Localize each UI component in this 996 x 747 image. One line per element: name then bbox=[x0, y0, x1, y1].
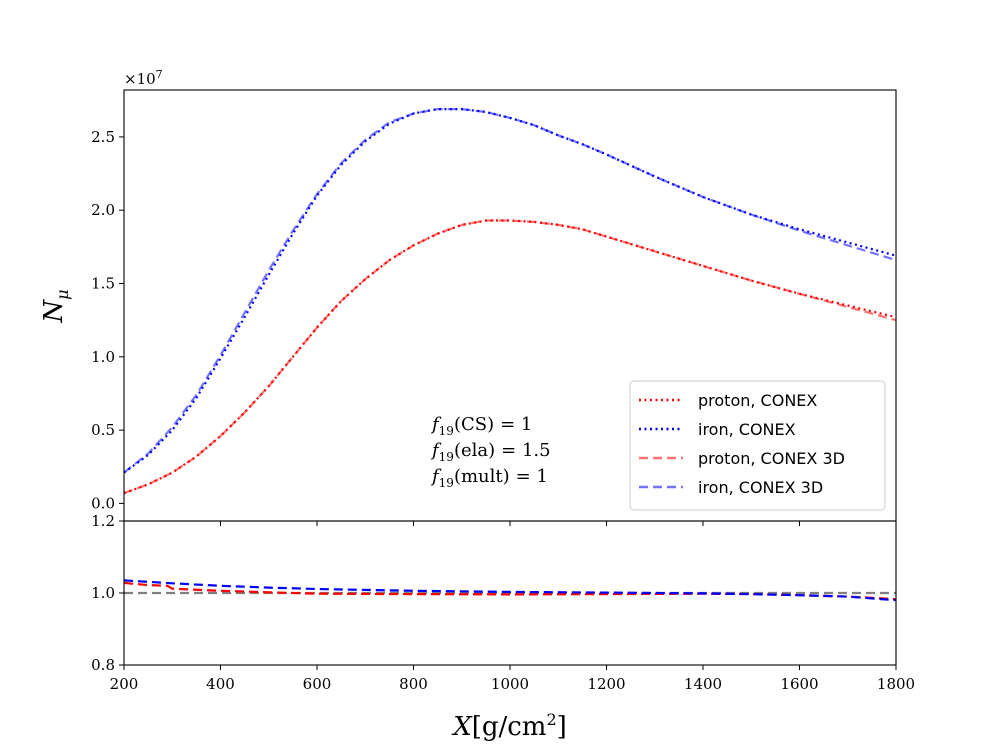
legend-label-0: proton, CONEX bbox=[698, 391, 817, 410]
ratio-series-line-1 bbox=[124, 579, 896, 602]
legend-box bbox=[629, 380, 886, 511]
x-tick-label: 600 bbox=[303, 675, 332, 693]
ratio-panel: 0.8 1.0 1.2 200 400 600 800 1000 1200 1400 1600 18… bbox=[91, 512, 915, 742]
ratio-y-tick-label: 1.0 bbox=[91, 584, 115, 602]
annotation-cs: f19(CS) = 1 bbox=[430, 414, 532, 438]
main-series-group bbox=[124, 107, 896, 495]
ratio-series-group bbox=[124, 579, 896, 602]
ratio-y-tick-label: 0.8 bbox=[91, 656, 115, 674]
x-tick-label: 1800 bbox=[877, 675, 915, 693]
x-tick-label: 200 bbox=[110, 675, 139, 693]
x-axis-title: X[g/cm2] bbox=[451, 710, 567, 742]
ratio-plot-frame bbox=[123, 520, 897, 666]
series-line-2 bbox=[124, 219, 896, 495]
x-tick-label: 1200 bbox=[587, 675, 625, 693]
legend-items: proton, CONEX iron, CONEX proton, CONEX 3D… bbox=[639, 391, 845, 497]
x-tick-label: 1400 bbox=[684, 675, 722, 693]
main-y-tick-label: 1.5 bbox=[91, 275, 115, 293]
main-y-tick-label: 0.0 bbox=[91, 494, 115, 512]
y-multiplier: ×107 bbox=[124, 68, 163, 88]
ratio-x-axis: 200 400 600 800 1000 1200 1400 1600 1800 bbox=[110, 665, 915, 693]
x-tick-label: 1600 bbox=[780, 675, 818, 693]
main-y-axis: 0.0 0.5 1.0 1.5 2.0 2.5 bbox=[91, 128, 124, 512]
series-line-3 bbox=[124, 107, 896, 474]
ratio-y-tick-label: 1.2 bbox=[91, 512, 115, 530]
x-tick-label: 1000 bbox=[491, 675, 529, 693]
x-tick-label: 800 bbox=[399, 675, 428, 693]
main-y-tick-label: 2.5 bbox=[91, 128, 115, 146]
main-y-tick-label: 2.0 bbox=[91, 201, 115, 219]
main-y-tick-label: 0.5 bbox=[91, 421, 115, 439]
main-y-axis-title: Nμ bbox=[39, 289, 72, 323]
legend-label-3: iron, CONEX 3D bbox=[698, 478, 823, 497]
legend-label-2: proton, CONEX 3D bbox=[698, 449, 845, 468]
main-y-tick-label: 1.0 bbox=[91, 348, 115, 366]
main-panel: 0.00.51.01.52.02.5 ×107 Nμ f19(CS) = 1 f1… bbox=[39, 68, 897, 526]
legend: proton, CONEX iron, CONEX proton, CONEX 3D… bbox=[629, 380, 886, 511]
legend-label-1: iron, CONEX bbox=[698, 420, 796, 439]
ratio-y-axis: 0.8 1.0 1.2 bbox=[91, 512, 124, 674]
x-tick-label: 400 bbox=[206, 675, 235, 693]
